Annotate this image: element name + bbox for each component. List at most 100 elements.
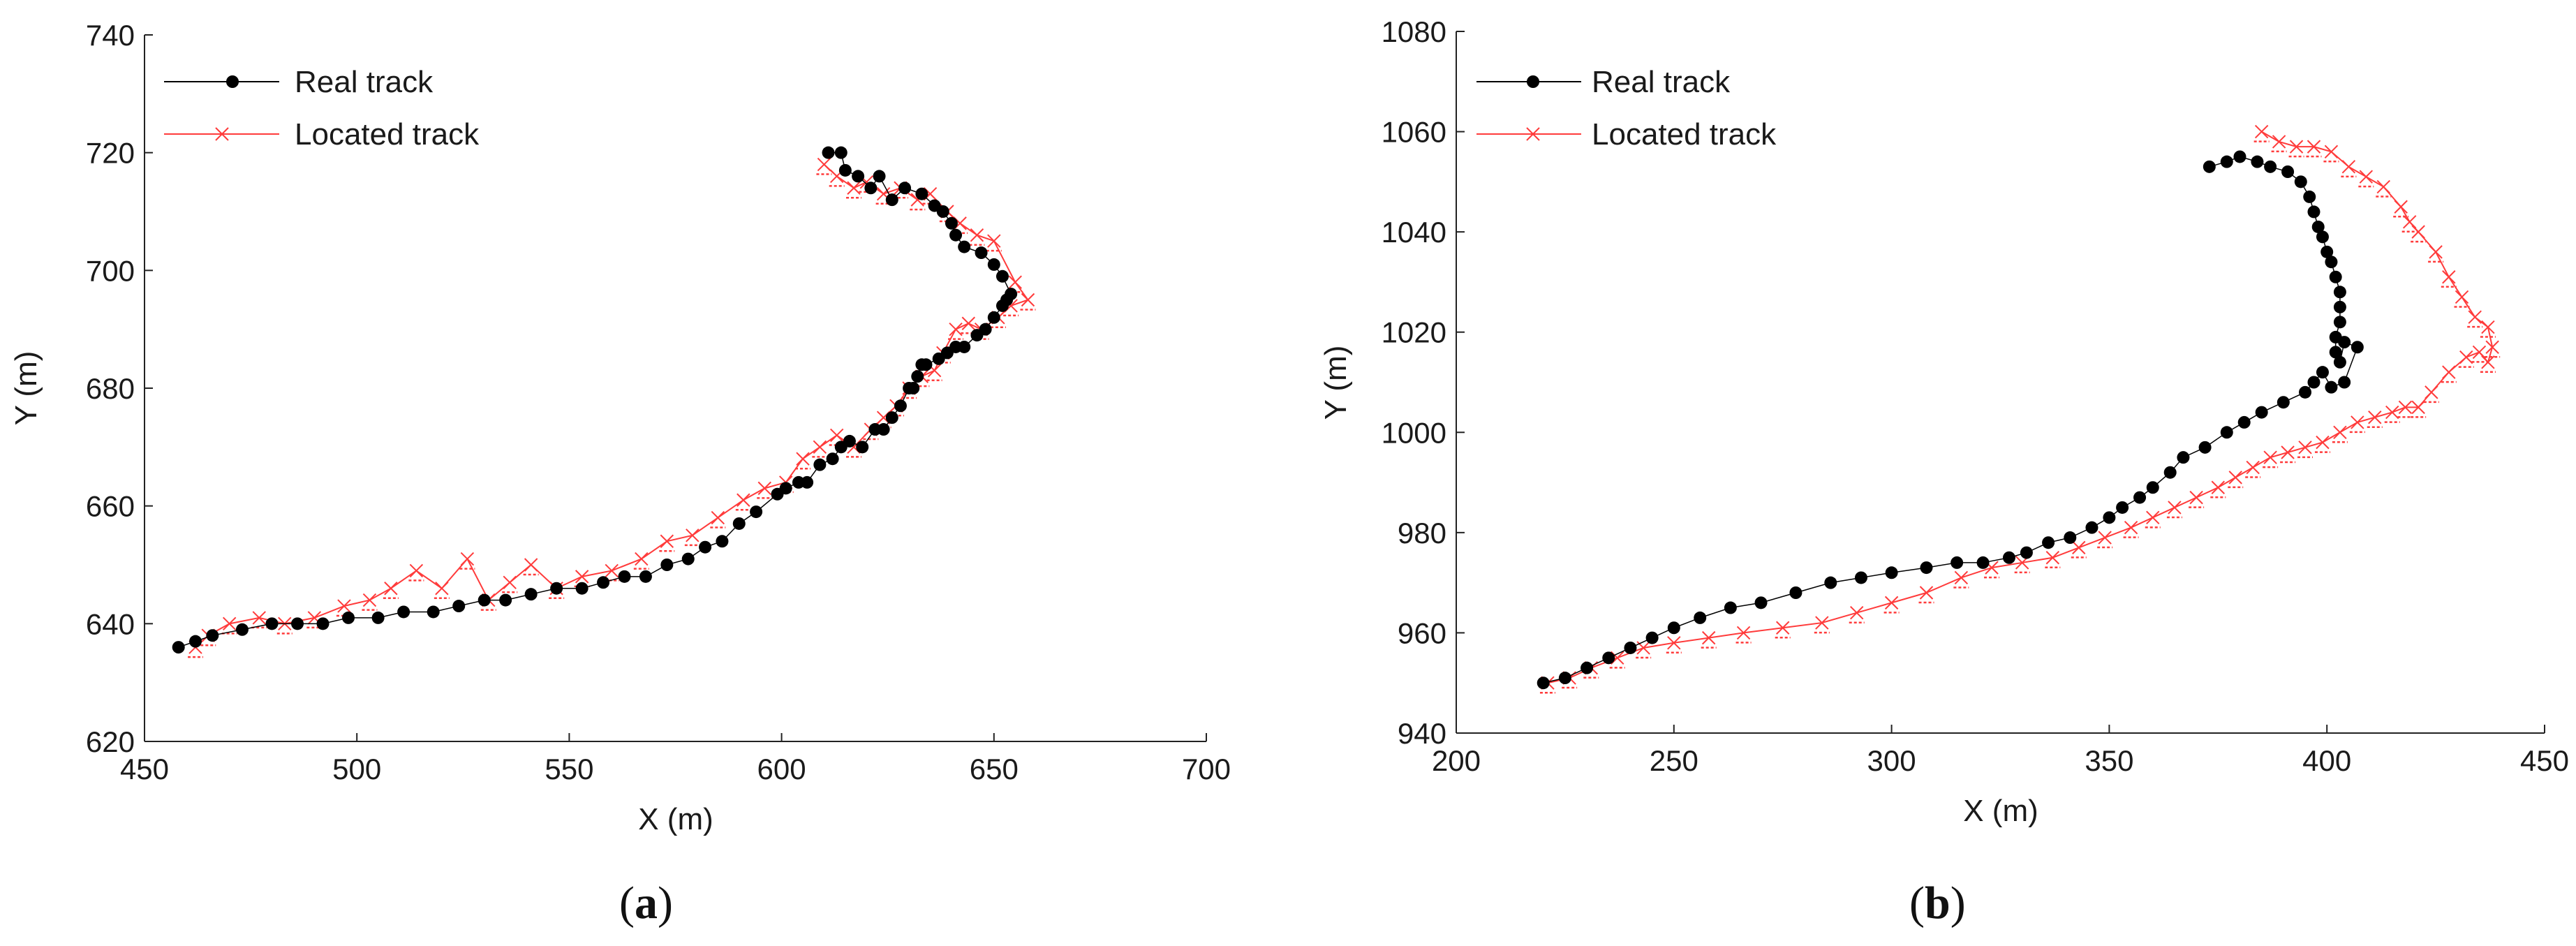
panel-b-legend-located-marker [1526,127,1540,141]
panel-b-legend-located-label: Located track [1592,117,1777,151]
panel-b-located-track-point [2428,245,2444,263]
panel-a-real-track-point [575,582,589,595]
panel-a-real-track-point [342,611,355,624]
panel-b-real-track-point [1754,596,1768,609]
panel-b-real-track-point [2203,160,2216,173]
panel-b-x-tick-label: 300 [1867,744,1916,777]
panel-a-x-axis-title: X (m) [638,802,713,836]
panel-b-located-track-line [1547,131,2494,684]
panel-a-x-tick-label: 700 [1182,753,1231,785]
panel-b-located-track-point [2411,400,2427,418]
panel-a-located-track-point [459,552,475,570]
panel-b-located-track-point [2306,140,2322,158]
panel-b-located-track-point [1775,621,1791,639]
panel-b-y-tick-label: 940 [1398,717,1446,750]
panel-b-located-track-point [1735,626,1752,644]
panel-a-x-tick-label: 600 [757,753,806,785]
panel-a-real-track-point [885,411,898,424]
panel-a-real-track-point [873,170,886,183]
panel-b-located-track-point [2210,480,2226,498]
panel-b-real-track-point [1976,556,1990,569]
panel-b-real-track-point [1694,611,1707,624]
panel-b-real-track-point [2316,366,2329,379]
panel-b-series [1537,124,2501,694]
panel-b-y-tick-label: 1000 [1382,416,1446,449]
panel-b-real-track-point [2198,441,2212,454]
panel-b-label: (b) [1909,878,1966,929]
panel-b-real-track-point [2333,316,2346,329]
panel-a-real-track-point [915,358,928,371]
panel-b-real-track-point [2303,190,2316,203]
panel-b-located-track-point [1666,636,1682,654]
panel-b-real-track-point [2351,341,2364,354]
panel-b-located-track-point [2263,450,2279,468]
panel-a-real-track-point [813,458,827,471]
panel-b-real-track-point [2085,521,2098,534]
panel-a-real-track-point [838,163,852,177]
panel-a-located-track-point [523,558,539,576]
panel-b-legend-real-label: Real track [1592,65,1731,99]
panel-a-located-track-point [502,575,518,593]
panel-b-located-track-point [2397,400,2413,418]
panel-a-real-track-point [822,146,835,159]
panel-b-located-track-point [2097,531,2113,549]
panel-b-located-track-point [2411,225,2427,243]
panel-a-located-track-point [633,552,649,570]
panel-a-real-track-point [911,370,924,383]
panel-a-located-track-point [362,593,378,611]
panel-b-real-track-point [2338,336,2351,349]
panel-a-real-track-point [660,559,674,571]
panel-b-located-track-point [2323,145,2339,163]
panel-b-real-track-point [2299,385,2312,399]
panel-a-real-track-point [975,246,988,260]
panel-a-y-axis-title: Y (m) [9,351,43,426]
panel-b-real-track-point [2333,355,2346,369]
panel-b-real-track-point [1789,586,1803,599]
panel-a-located-track-point [795,452,811,470]
panel-a-real-track-point [235,623,249,636]
chart-panel-b: 200 250 300 350 400 450 940 960 980 1000 1020 1040… [1319,15,2569,929]
panel-a-located-track-point [1020,293,1036,311]
panel-b-located-track-point [2480,320,2496,338]
panel-a-real-track-point [550,582,563,595]
panel-b-real-track-point [2294,175,2307,189]
panel-b-located-track-point [2045,551,2061,568]
panel-a-y-tick-label: 640 [86,607,135,640]
panel-b-real-track-point [2103,511,2116,524]
panel-a-located-track-point [816,157,832,175]
panel-a-label: (a) [619,878,673,929]
panel-b-real-track-point [2325,380,2338,394]
panel-b-real-track-point [2333,286,2346,299]
panel-a-real-track-point [397,605,410,619]
panel-a-located-track-point [710,510,726,529]
panel-b-located-track-point [2288,140,2304,158]
panel-a-located-track-point [383,582,399,599]
panel-b-located-track-point [2471,345,2487,363]
panel-b-located-track-point [2441,270,2457,288]
panel-b-real-track-point [2320,245,2334,258]
panel-a-y-tick-label: 700 [86,254,135,287]
panel-b-x-tick-label: 350 [2085,744,2133,777]
panel-a-real-track-point [995,269,1009,283]
panel-a-real-track-point [265,617,279,630]
panel-a-real-track-point [915,187,928,200]
panel-a-real-track-point [903,382,916,394]
panel-a-y-tick-label: 740 [86,19,135,52]
panel-a-real-track-point [499,593,512,607]
panel-a-real-track-point [936,205,949,218]
panel-b-real-track-point [2116,501,2129,514]
panel-b-located-track-point [2384,405,2400,423]
panel-a-real-track-point [970,329,984,342]
panel-b-real-track-point [2311,220,2325,233]
panel-a-real-track-point [716,535,729,548]
panel-a-y-tick-label: 660 [86,490,135,523]
panel-b-x-tick-label: 200 [1432,744,1481,777]
panel-a-real-track-point [987,311,1000,324]
panel-a-real-track-point [639,570,652,583]
panel-b-x-tick-label: 250 [1650,744,1698,777]
panel-b-real-track-point [2255,406,2268,419]
panel-a-real-track-point [792,475,805,489]
panel-a-located-track-point [684,529,700,547]
panel-a-x-tick-label: 450 [120,753,169,785]
panel-b-y-tick-label: 1020 [1382,316,1446,349]
